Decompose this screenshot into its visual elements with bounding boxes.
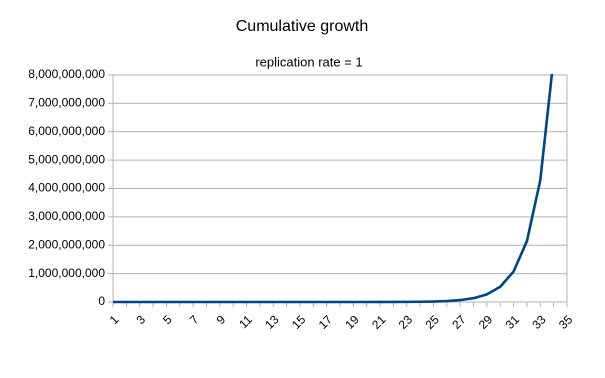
- y-tick-label: 5,000,000,000: [28, 152, 105, 166]
- x-tick-label: 15: [289, 312, 309, 332]
- x-tick-label: 23: [396, 312, 416, 332]
- x-tick-label: 9: [214, 312, 229, 327]
- x-tick-label: 33: [529, 312, 549, 332]
- chart-title: Cumulative growth: [236, 18, 369, 35]
- y-tick-label: 3,000,000,000: [28, 209, 105, 223]
- x-tick-label: 21: [369, 312, 389, 332]
- y-tick-label: 1,000,000,000: [28, 266, 105, 280]
- x-tick-label: 7: [187, 312, 202, 327]
- x-tick-label: 17: [316, 312, 336, 332]
- y-tick-label: 0: [98, 294, 105, 308]
- x-tick-label: 1: [107, 312, 122, 327]
- x-tick-label: 27: [449, 312, 469, 332]
- x-tick-label: 25: [422, 312, 442, 332]
- x-tick-label: 3: [133, 312, 148, 327]
- x-tick-label: 19: [342, 312, 362, 332]
- x-tick-label: 11: [236, 312, 255, 331]
- data-line: [113, 74, 554, 304]
- x-tick-label: 29: [476, 312, 496, 332]
- y-tick-label: 2,000,000,000: [28, 237, 105, 251]
- x-tick-label: 13: [262, 312, 282, 332]
- x-tick-label: 5: [160, 312, 175, 327]
- x-tick-label: 35: [556, 312, 576, 332]
- y-tick-label: 4,000,000,000: [28, 181, 105, 195]
- y-tick-label: 7,000,000,000: [28, 96, 105, 110]
- chart-subtitle: replication rate = 1: [255, 54, 362, 69]
- y-tick-label: 6,000,000,000: [28, 124, 105, 138]
- y-tick-label: 8,000,000,000: [28, 67, 105, 81]
- x-tick-label: 31: [503, 312, 523, 332]
